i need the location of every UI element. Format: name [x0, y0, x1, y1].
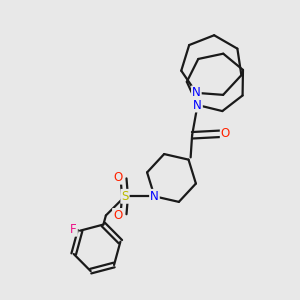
Text: O: O — [113, 209, 122, 222]
Text: N: N — [193, 98, 202, 112]
Text: O: O — [113, 171, 122, 184]
Text: N: N — [192, 86, 201, 99]
Text: S: S — [121, 190, 129, 203]
Text: N: N — [150, 190, 159, 203]
Text: F: F — [70, 223, 77, 236]
Text: O: O — [221, 127, 230, 140]
